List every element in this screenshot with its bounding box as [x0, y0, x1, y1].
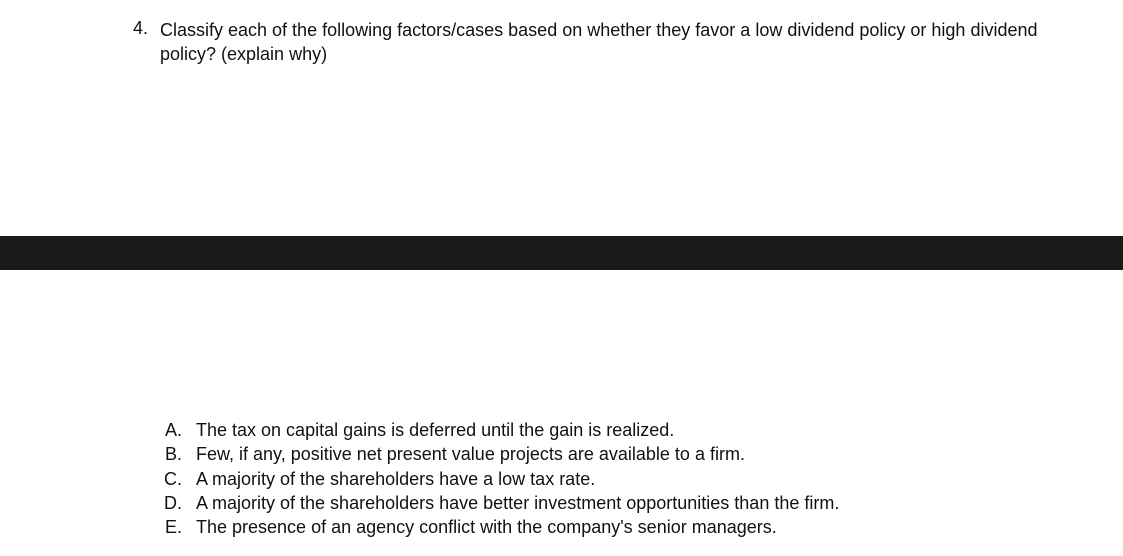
option-letter: A. [160, 418, 196, 442]
option-text: Few, if any, positive net present value … [196, 442, 1080, 466]
page-root: 4. Classify each of the following factor… [0, 0, 1123, 556]
separator-band [0, 236, 1123, 270]
question-row: 4. Classify each of the following factor… [120, 18, 1090, 67]
option-text: A majority of the shareholders have a lo… [196, 467, 1080, 491]
option-text: The presence of an agency conflict with … [196, 515, 1080, 539]
question-number: 4. [120, 18, 160, 39]
question-text: Classify each of the following factors/c… [160, 18, 1090, 67]
option-letter: B. [160, 442, 196, 466]
option-letter: D. [160, 491, 196, 515]
option-text: A majority of the shareholders have bett… [196, 491, 1080, 515]
options-block: A. The tax on capital gains is deferred … [160, 418, 1080, 539]
question-block: 4. Classify each of the following factor… [120, 18, 1090, 67]
option-c: C. A majority of the shareholders have a… [160, 467, 1080, 491]
option-a: A. The tax on capital gains is deferred … [160, 418, 1080, 442]
option-text: The tax on capital gains is deferred unt… [196, 418, 1080, 442]
option-b: B. Few, if any, positive net present val… [160, 442, 1080, 466]
option-d: D. A majority of the shareholders have b… [160, 491, 1080, 515]
option-letter: E. [160, 515, 196, 539]
option-e: E. The presence of an agency conflict wi… [160, 515, 1080, 539]
option-letter: C. [160, 467, 196, 491]
